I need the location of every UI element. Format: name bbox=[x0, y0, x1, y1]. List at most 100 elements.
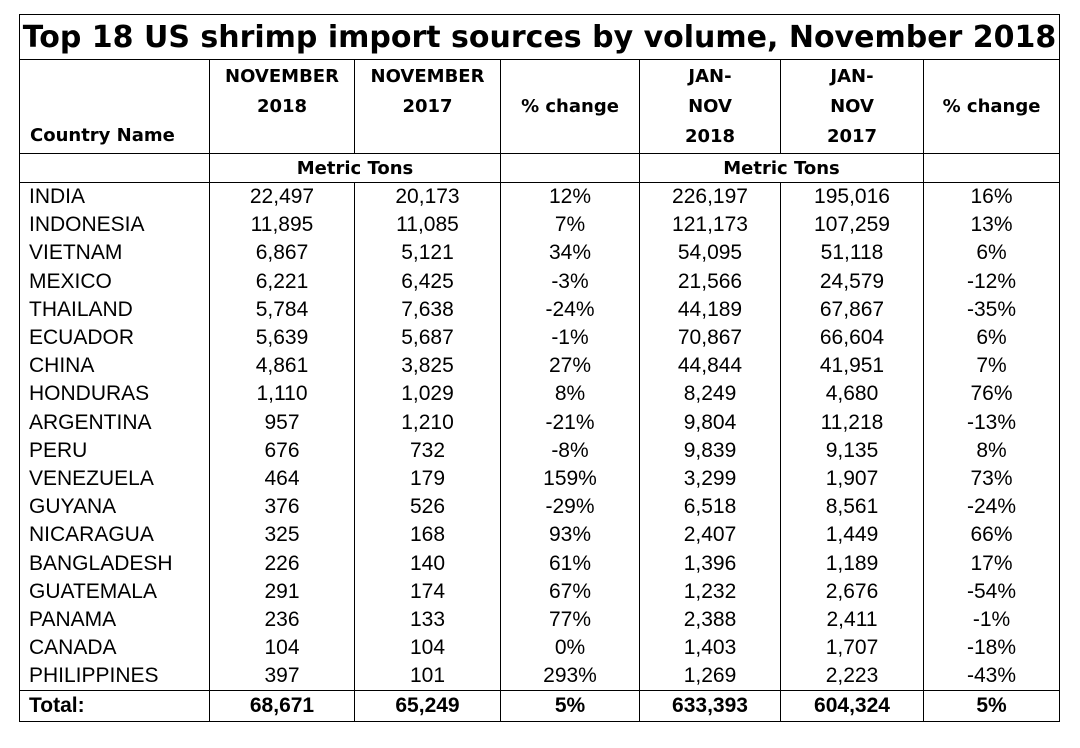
cell-nov-2018: 11,895 bbox=[209, 211, 355, 240]
cell-nov-2018: 5,784 bbox=[209, 295, 355, 324]
cell-nov-2017: 5,687 bbox=[354, 323, 501, 353]
cell-jan-nov-2017: 2,411 bbox=[780, 605, 924, 634]
cell-jan-nov-2018: 54,095 bbox=[639, 239, 781, 268]
cell-nov-2018: 325 bbox=[209, 521, 355, 550]
cell-pct-change-monthly: 7% bbox=[500, 211, 640, 240]
cell-jan-nov-2017: 195,016 bbox=[780, 182, 924, 212]
table-row: ECUADOR 5,639 5,687 -1% 70,867 66,604 6% bbox=[19, 323, 1061, 353]
cell-pct-change-ytd: -13% bbox=[922, 408, 1061, 437]
cell-pct-change-monthly: -1% bbox=[500, 323, 640, 353]
total-pct-change-monthly: 5% bbox=[500, 690, 640, 723]
cell-nov-2017: 1,029 bbox=[354, 380, 501, 409]
cell-nov-2018: 676 bbox=[209, 436, 355, 465]
cell-pct-change-ytd: 6% bbox=[922, 323, 1061, 353]
cell-nov-2018: 22,497 bbox=[209, 182, 355, 212]
cell-jan-nov-2018: 6,518 bbox=[639, 493, 781, 522]
cell-pct-change-monthly: -8% bbox=[500, 436, 640, 465]
cell-jan-nov-2017: 1,189 bbox=[780, 549, 924, 578]
cell-jan-nov-2017: 2,223 bbox=[780, 662, 924, 691]
cell-jan-nov-2018: 9,804 bbox=[639, 408, 781, 437]
total-row: Total: 68,671 65,249 5% 633,393 604,324 5% bbox=[19, 690, 1061, 723]
cell-jan-nov-2017: 1,449 bbox=[780, 521, 924, 550]
cell-country-name: ECUADOR bbox=[19, 323, 210, 353]
cell-pct-change-ytd: -1% bbox=[922, 605, 1061, 634]
cell-country-name: VENEZUELA bbox=[19, 464, 210, 494]
cell-pct-change-monthly: -24% bbox=[500, 295, 640, 324]
cell-nov-2018: 1,110 bbox=[209, 380, 355, 409]
cell-nov-2017: 101 bbox=[354, 662, 501, 691]
cell-nov-2018: 376 bbox=[209, 493, 355, 522]
cell-nov-2018: 6,221 bbox=[209, 267, 355, 296]
total-jan-nov-2017: 604,324 bbox=[780, 690, 924, 723]
cell-nov-2017: 5,121 bbox=[354, 239, 501, 268]
header-jan-nov-2018-line3: 2018 bbox=[684, 126, 736, 147]
cell-pct-change-ytd: -24% bbox=[922, 493, 1061, 522]
table-row: ARGENTINA 957 1,210 -21% 9,804 11,218 -13% bbox=[19, 408, 1061, 437]
cell-nov-2017: 11,085 bbox=[354, 211, 501, 240]
cell-pct-change-ytd: 6% bbox=[922, 239, 1061, 268]
cell-jan-nov-2017: 1,707 bbox=[780, 634, 924, 663]
unit-label-monthly: Metric Tons bbox=[209, 153, 501, 183]
table-row: INDIA 22,497 20,173 12% 226,197 195,016 16% bbox=[19, 182, 1061, 212]
cell-jan-nov-2018: 2,388 bbox=[639, 605, 781, 634]
table-row: CANADA 104 104 0% 1,403 1,707 -18% bbox=[19, 634, 1061, 663]
table-row: THAILAND 5,784 7,638 -24% 44,189 67,867 -35% bbox=[19, 295, 1061, 324]
cell-pct-change-monthly: 67% bbox=[500, 577, 640, 606]
cell-pct-change-ytd: 7% bbox=[922, 352, 1061, 381]
header-nov-2017-line1: NOVEMBER bbox=[370, 66, 485, 87]
cell-jan-nov-2017: 4,680 bbox=[780, 380, 924, 409]
cell-jan-nov-2018: 44,844 bbox=[639, 352, 781, 381]
cell-pct-change-ytd: 16% bbox=[922, 182, 1061, 212]
unit-blank-cell bbox=[500, 153, 640, 183]
cell-jan-nov-2017: 1,907 bbox=[780, 464, 924, 494]
cell-jan-nov-2017: 2,676 bbox=[780, 577, 924, 606]
cell-country-name: HONDURAS bbox=[19, 380, 210, 409]
table-row: VIETNAM 6,867 5,121 34% 54,095 51,118 6% bbox=[19, 239, 1061, 268]
cell-pct-change-monthly: 77% bbox=[500, 605, 640, 634]
cell-nov-2018: 957 bbox=[209, 408, 355, 437]
unit-blank-cell bbox=[922, 153, 1061, 183]
cell-jan-nov-2018: 9,839 bbox=[639, 436, 781, 465]
cell-nov-2017: 179 bbox=[354, 464, 501, 494]
cell-jan-nov-2018: 2,407 bbox=[639, 521, 781, 550]
cell-jan-nov-2018: 8,249 bbox=[639, 380, 781, 409]
cell-pct-change-monthly: 0% bbox=[500, 634, 640, 663]
cell-nov-2018: 236 bbox=[209, 605, 355, 634]
cell-pct-change-monthly: -29% bbox=[500, 493, 640, 522]
cell-country-name: CHINA bbox=[19, 352, 210, 381]
cell-pct-change-monthly: 61% bbox=[500, 549, 640, 578]
cell-pct-change-ytd: 8% bbox=[922, 436, 1061, 465]
header-nov-2018: NOVEMBER 2018 bbox=[209, 59, 355, 154]
cell-jan-nov-2017: 9,135 bbox=[780, 436, 924, 465]
cell-jan-nov-2018: 1,396 bbox=[639, 549, 781, 578]
cell-jan-nov-2018: 3,299 bbox=[639, 464, 781, 494]
cell-nov-2017: 140 bbox=[354, 549, 501, 578]
cell-nov-2017: 20,173 bbox=[354, 182, 501, 212]
cell-jan-nov-2018: 21,566 bbox=[639, 267, 781, 296]
cell-country-name: ARGENTINA bbox=[19, 408, 210, 437]
cell-country-name: GUYANA bbox=[19, 493, 210, 522]
cell-jan-nov-2018: 1,403 bbox=[639, 634, 781, 663]
cell-pct-change-monthly: -21% bbox=[500, 408, 640, 437]
cell-country-name: PANAMA bbox=[19, 605, 210, 634]
header-pct-change-monthly: % change bbox=[500, 59, 640, 154]
cell-nov-2017: 3,825 bbox=[354, 352, 501, 381]
cell-pct-change-monthly: 93% bbox=[500, 521, 640, 550]
cell-pct-change-monthly: 34% bbox=[500, 239, 640, 268]
header-jan-nov-2018: JAN- NOV 2018 bbox=[639, 59, 781, 154]
cell-jan-nov-2018: 1,269 bbox=[639, 662, 781, 691]
cell-jan-nov-2017: 8,561 bbox=[780, 493, 924, 522]
cell-pct-change-ytd: -35% bbox=[922, 295, 1061, 324]
table-row: PERU 676 732 -8% 9,839 9,135 8% bbox=[19, 436, 1061, 465]
table-row: HONDURAS 1,110 1,029 8% 8,249 4,680 76% bbox=[19, 380, 1061, 409]
cell-nov-2017: 1,210 bbox=[354, 408, 501, 437]
table-row: MEXICO 6,221 6,425 -3% 21,566 24,579 -12% bbox=[19, 267, 1061, 296]
header-nov-2018-line2: 2018 bbox=[256, 96, 308, 117]
cell-country-name: BANGLADESH bbox=[19, 549, 210, 578]
cell-nov-2018: 226 bbox=[209, 549, 355, 578]
header-nov-2017: NOVEMBER 2017 bbox=[354, 59, 501, 154]
header-jan-nov-2017: JAN- NOV 2017 bbox=[780, 59, 924, 154]
header-country: Country Name bbox=[19, 59, 210, 154]
total-pct-change-ytd: 5% bbox=[922, 690, 1061, 723]
cell-pct-change-monthly: 293% bbox=[500, 662, 640, 691]
